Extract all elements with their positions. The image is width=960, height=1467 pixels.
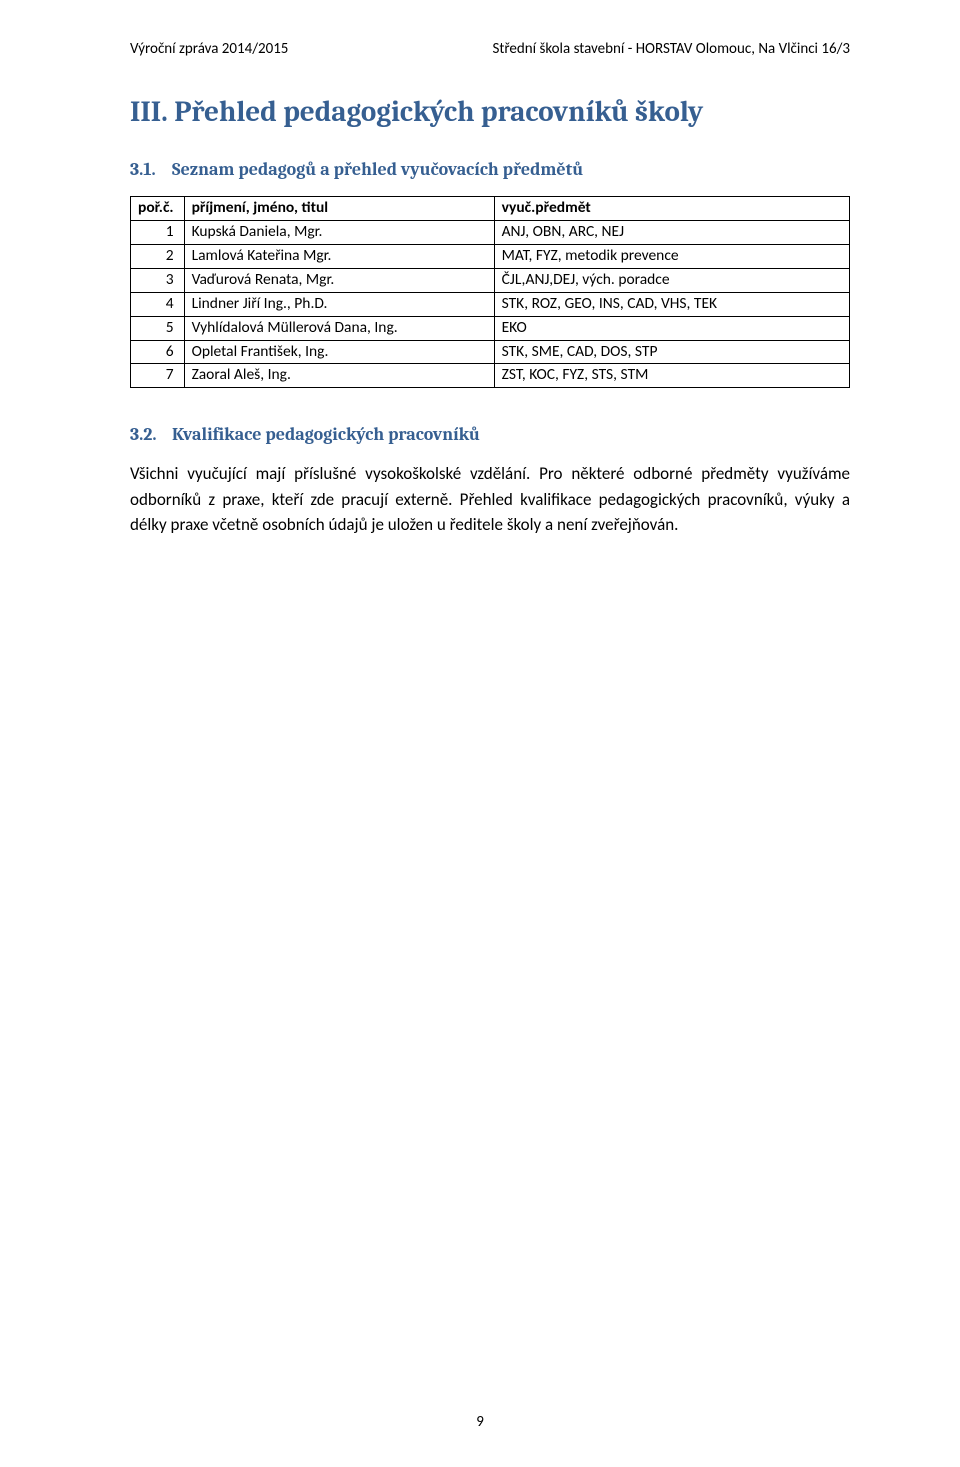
header-left: Výroční zpráva 2014/2015 <box>130 40 288 58</box>
cell-subject: ČJL,ANJ,DEJ, vých. poradce <box>494 268 849 292</box>
header-right: Střední škola stavební - HORSTAV Olomouc… <box>492 40 850 58</box>
page: Výroční zpráva 2014/2015 Střední škola s… <box>0 0 960 1467</box>
subsection-1-num: 3.1. <box>130 159 164 180</box>
subsection-2-title: 3.2. Kvalifikace pedagogických pracovník… <box>130 424 850 445</box>
cell-number: 1 <box>131 220 185 244</box>
cell-subject: STK, ROZ, GEO, INS, CAD, VHS, TEK <box>494 292 849 316</box>
section-title: III. Přehled pedagogických pracovníků šk… <box>130 96 850 129</box>
table-row: 1Kupská Daniela, Mgr.ANJ, OBN, ARC, NEJ <box>131 220 850 244</box>
cell-name: Vaďurová Renata, Mgr. <box>184 268 494 292</box>
cell-subject: EKO <box>494 316 849 340</box>
subsection-1-title: 3.1. Seznam pedagogů a přehled vyučovací… <box>130 159 850 180</box>
page-header: Výroční zpráva 2014/2015 Střední škola s… <box>130 40 850 58</box>
cell-name: Kupská Daniela, Mgr. <box>184 220 494 244</box>
cell-name: Zaoral Aleš, Ing. <box>184 364 494 388</box>
cell-name: Lamlová Kateřina Mgr. <box>184 244 494 268</box>
subsection-1-text: Seznam pedagogů a přehled vyučovacích př… <box>172 159 583 180</box>
cell-number: 2 <box>131 244 185 268</box>
table-row: 6Opletal František, Ing.STK, SME, CAD, D… <box>131 340 850 364</box>
cell-name: Opletal František, Ing. <box>184 340 494 364</box>
cell-number: 6 <box>131 340 185 364</box>
table-row: 7Zaoral Aleš, Ing.ZST, KOC, FYZ, STS, ST… <box>131 364 850 388</box>
subsection-2-num: 3.2. <box>130 424 164 445</box>
table-row: 4Lindner Jiří Ing., Ph.D.STK, ROZ, GEO, … <box>131 292 850 316</box>
cell-subject: STK, SME, CAD, DOS, STP <box>494 340 849 364</box>
table-row: 3Vaďurová Renata, Mgr.ČJL,ANJ,DEJ, vých.… <box>131 268 850 292</box>
cell-subject: ZST, KOC, FYZ, STS, STM <box>494 364 849 388</box>
cell-number: 5 <box>131 316 185 340</box>
cell-name: Vyhlídalová Müllerová Dana, Ing. <box>184 316 494 340</box>
qualification-paragraph: Všichni vyučující mají příslušné vysokoš… <box>130 461 850 538</box>
cell-number: 7 <box>131 364 185 388</box>
page-number: 9 <box>0 1413 960 1431</box>
table-row: 2Lamlová Kateřina Mgr.MAT, FYZ, metodik … <box>131 244 850 268</box>
table-row: 5Vyhlídalová Müllerová Dana, Ing.EKO <box>131 316 850 340</box>
col-header-num: poř.č. <box>131 197 185 221</box>
col-header-name: příjmení, jméno, titul <box>184 197 494 221</box>
subsection-2-text: Kvalifikace pedagogických pracovníků <box>172 424 480 445</box>
cell-number: 3 <box>131 268 185 292</box>
cell-subject: ANJ, OBN, ARC, NEJ <box>494 220 849 244</box>
teachers-table: poř.č. příjmení, jméno, titul vyuč.předm… <box>130 196 850 388</box>
col-header-subject: vyuč.předmět <box>494 197 849 221</box>
cell-name: Lindner Jiří Ing., Ph.D. <box>184 292 494 316</box>
cell-number: 4 <box>131 292 185 316</box>
cell-subject: MAT, FYZ, metodik prevence <box>494 244 849 268</box>
table-header-row: poř.č. příjmení, jméno, titul vyuč.předm… <box>131 197 850 221</box>
